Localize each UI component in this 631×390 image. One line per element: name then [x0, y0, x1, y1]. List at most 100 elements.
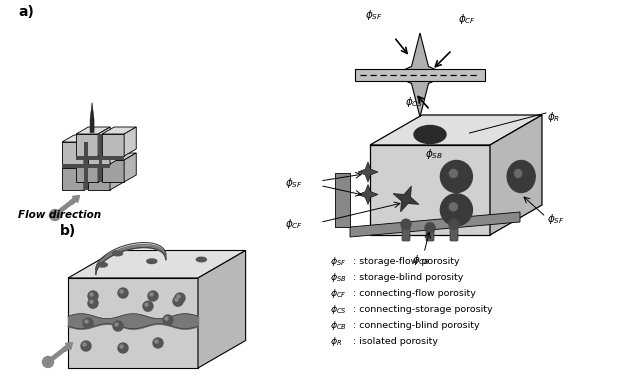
Text: $\phi_{SF}$: $\phi_{SF}$: [285, 176, 303, 190]
Polygon shape: [98, 127, 110, 156]
Polygon shape: [76, 153, 110, 160]
Text: a): a): [18, 5, 34, 19]
Circle shape: [83, 343, 86, 346]
Circle shape: [150, 293, 153, 296]
Polygon shape: [392, 33, 448, 117]
Text: $\phi_{SF}$: $\phi_{SF}$: [330, 255, 346, 268]
Polygon shape: [370, 145, 490, 235]
Polygon shape: [102, 160, 124, 182]
Polygon shape: [62, 165, 110, 168]
Polygon shape: [84, 161, 96, 190]
Polygon shape: [110, 135, 122, 164]
Ellipse shape: [414, 126, 446, 144]
Polygon shape: [68, 278, 198, 368]
FancyBboxPatch shape: [402, 227, 410, 241]
Circle shape: [175, 298, 178, 301]
Polygon shape: [370, 115, 542, 145]
Circle shape: [155, 340, 158, 343]
Polygon shape: [62, 142, 84, 164]
Ellipse shape: [112, 251, 122, 256]
Polygon shape: [98, 153, 110, 182]
Text: $\phi_R$: $\phi_R$: [547, 110, 560, 124]
Text: $\phi_{CB}$: $\phi_{CB}$: [330, 319, 347, 333]
Circle shape: [81, 341, 91, 351]
Ellipse shape: [449, 219, 459, 229]
Ellipse shape: [440, 194, 473, 226]
Polygon shape: [76, 156, 124, 160]
Text: $\phi_{CF}$: $\phi_{CF}$: [330, 287, 347, 301]
Text: $\phi_{SF}$: $\phi_{SF}$: [365, 8, 383, 22]
Circle shape: [173, 296, 183, 306]
Polygon shape: [350, 212, 520, 237]
Polygon shape: [98, 134, 102, 182]
Ellipse shape: [449, 170, 457, 177]
Circle shape: [118, 288, 128, 298]
Polygon shape: [335, 173, 350, 227]
Circle shape: [90, 300, 93, 303]
Polygon shape: [62, 168, 84, 190]
Circle shape: [88, 291, 98, 301]
Circle shape: [145, 303, 148, 306]
Ellipse shape: [97, 262, 107, 267]
Polygon shape: [102, 134, 124, 156]
Circle shape: [143, 301, 153, 311]
Polygon shape: [90, 103, 94, 133]
Polygon shape: [490, 115, 542, 235]
Polygon shape: [88, 168, 110, 190]
Circle shape: [120, 345, 123, 348]
Text: Flow direction: Flow direction: [18, 210, 101, 220]
Polygon shape: [102, 127, 136, 134]
Polygon shape: [88, 135, 122, 142]
Text: : storage-flow porosity: : storage-flow porosity: [350, 257, 459, 266]
Circle shape: [120, 290, 123, 293]
Polygon shape: [62, 161, 96, 168]
Text: : storage-blind porosity: : storage-blind porosity: [350, 273, 463, 282]
Polygon shape: [76, 160, 98, 182]
Polygon shape: [68, 250, 245, 278]
Ellipse shape: [507, 161, 535, 193]
Text: : isolated porosity: : isolated porosity: [350, 337, 438, 346]
Polygon shape: [84, 135, 96, 164]
FancyBboxPatch shape: [426, 227, 434, 241]
Circle shape: [115, 323, 118, 326]
Polygon shape: [124, 127, 136, 156]
Ellipse shape: [449, 203, 457, 211]
Polygon shape: [88, 142, 110, 164]
Text: $\phi_{CS}$: $\phi_{CS}$: [405, 95, 423, 109]
Ellipse shape: [515, 170, 522, 177]
Polygon shape: [76, 134, 98, 156]
Circle shape: [153, 338, 163, 348]
Text: $\phi_{CB}$: $\phi_{CB}$: [412, 253, 430, 267]
Polygon shape: [110, 161, 122, 190]
Circle shape: [113, 321, 123, 331]
Circle shape: [175, 293, 185, 303]
Text: b): b): [60, 224, 76, 238]
Circle shape: [118, 343, 128, 353]
Ellipse shape: [196, 257, 206, 262]
Circle shape: [90, 293, 93, 296]
Ellipse shape: [401, 219, 411, 229]
FancyBboxPatch shape: [450, 227, 458, 241]
Polygon shape: [102, 153, 136, 160]
Polygon shape: [76, 127, 110, 134]
Ellipse shape: [147, 259, 157, 264]
Polygon shape: [124, 153, 136, 182]
Circle shape: [177, 295, 180, 298]
Polygon shape: [88, 161, 122, 168]
Text: $\phi_R$: $\phi_R$: [330, 335, 342, 349]
Circle shape: [42, 356, 54, 367]
Ellipse shape: [440, 161, 473, 193]
Circle shape: [88, 298, 98, 308]
Polygon shape: [198, 250, 245, 368]
Circle shape: [148, 291, 158, 301]
Text: : connecting-flow porosity: : connecting-flow porosity: [350, 289, 476, 298]
Circle shape: [85, 320, 88, 323]
Polygon shape: [358, 184, 378, 204]
Text: $\phi_{CF}$: $\phi_{CF}$: [458, 12, 476, 26]
Text: $\phi_{SF}$: $\phi_{SF}$: [547, 212, 565, 226]
Polygon shape: [393, 186, 419, 212]
Text: : connecting-storage porosity: : connecting-storage porosity: [350, 305, 493, 314]
Text: $\phi_{CS}$: $\phi_{CS}$: [330, 303, 347, 317]
FancyBboxPatch shape: [355, 69, 485, 81]
Polygon shape: [62, 135, 96, 142]
